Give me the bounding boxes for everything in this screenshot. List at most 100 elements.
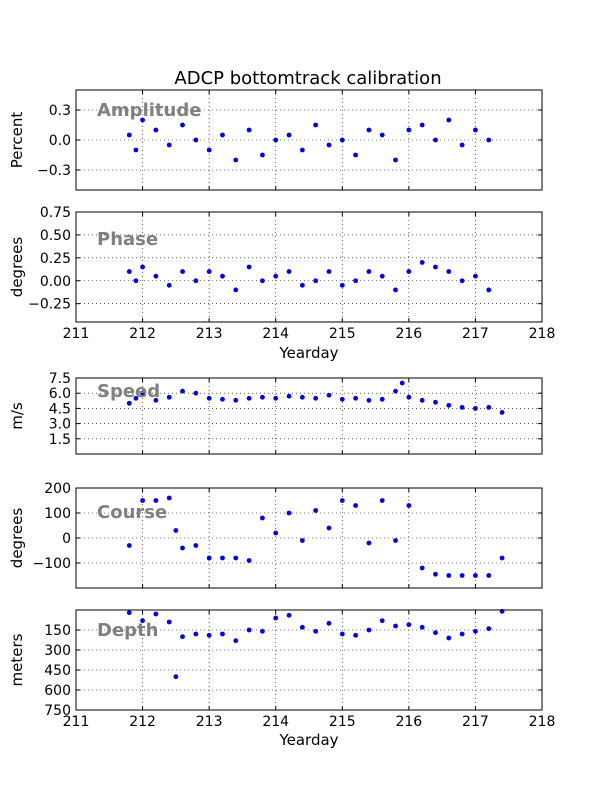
data-point xyxy=(126,543,132,548)
data-point xyxy=(286,612,292,618)
data-point xyxy=(366,269,372,274)
y-tick-label: 750 xyxy=(44,703,71,719)
data-point xyxy=(166,495,172,501)
data-point xyxy=(273,615,279,621)
x-tick-label: 215 xyxy=(329,714,356,730)
x-tick-label: 213 xyxy=(196,714,223,730)
data-point xyxy=(433,137,438,143)
amplitude-points xyxy=(126,117,492,163)
data-point xyxy=(379,396,385,402)
data-point xyxy=(206,555,212,561)
data-point xyxy=(393,157,398,163)
panels: 0.30.0−0.3PercentAmplitude0.750.500.250.… xyxy=(8,89,555,749)
data-point xyxy=(299,538,305,543)
speed-axes-frame xyxy=(75,377,543,455)
y-axis-label: m/s xyxy=(8,402,26,430)
data-point xyxy=(393,287,398,293)
data-point xyxy=(180,122,185,128)
panel-label: Phase xyxy=(97,229,158,250)
data-point xyxy=(273,530,279,536)
data-point xyxy=(459,631,465,637)
y-axis-label: Percent xyxy=(8,112,26,169)
data-point xyxy=(339,498,345,503)
data-point xyxy=(353,503,358,508)
chart-title: ADCP bottomtrack calibration xyxy=(174,68,441,89)
y-tick-label: 4.5 xyxy=(49,401,71,417)
x-tick-label: 214 xyxy=(262,714,289,730)
data-point xyxy=(339,396,345,402)
data-point xyxy=(246,627,252,633)
data-point xyxy=(166,282,172,288)
data-point xyxy=(433,399,438,405)
y-tick-label: 0.75 xyxy=(40,205,71,221)
data-point xyxy=(326,392,332,398)
data-point xyxy=(379,132,385,138)
y-tick-label: 0.0 xyxy=(49,133,71,149)
x-tick-label: 218 xyxy=(529,326,556,342)
data-point xyxy=(180,388,185,394)
data-point xyxy=(473,628,478,634)
data-point xyxy=(419,397,425,403)
data-point xyxy=(180,269,185,274)
data-point xyxy=(133,395,139,401)
amplitude-panel: 0.3 0.0 −0.3 Percent Amplitude xyxy=(8,89,543,191)
data-point xyxy=(206,147,212,153)
data-point xyxy=(220,631,225,637)
data-point xyxy=(459,142,465,148)
data-point xyxy=(193,631,199,637)
data-point xyxy=(486,626,492,632)
data-point xyxy=(153,127,159,133)
data-point xyxy=(366,127,372,133)
x-tick-label: 216 xyxy=(395,326,422,342)
y-tick-label: 100 xyxy=(44,506,71,522)
data-point xyxy=(180,545,185,551)
y-axis-label: degrees xyxy=(8,508,26,569)
data-point xyxy=(206,269,212,274)
data-point xyxy=(446,402,452,408)
data-point xyxy=(140,498,145,503)
panel-label: Depth xyxy=(97,620,158,641)
data-point xyxy=(313,508,319,513)
y-tick-label: 0.50 xyxy=(40,228,71,244)
x-tick-label: 217 xyxy=(462,326,489,342)
panel-label: Amplitude xyxy=(97,100,201,121)
data-point xyxy=(313,395,319,401)
course-panel: 200 100 0 −100 degrees Course xyxy=(8,481,543,589)
x-tick-label: 215 xyxy=(329,326,356,342)
data-point xyxy=(433,630,438,636)
data-point xyxy=(260,628,265,634)
y-tick-label: 0 xyxy=(62,531,71,547)
phase-panel: 0.75 0.50 0.25 0.00 −0.25 211 212 213 214 215 216 2… xyxy=(8,205,555,362)
y-tick-label: −0.25 xyxy=(28,297,71,313)
x-axis-label: Yearday xyxy=(278,344,338,362)
data-point xyxy=(126,400,132,406)
data-point xyxy=(406,127,412,133)
data-point xyxy=(140,390,145,396)
data-point xyxy=(393,538,398,543)
y-tick-label: −0.3 xyxy=(37,163,71,179)
data-point xyxy=(153,498,159,503)
data-point xyxy=(173,674,179,680)
data-point xyxy=(299,624,305,630)
phase-points xyxy=(126,260,492,293)
x-tick-label: 217 xyxy=(462,714,489,730)
data-point xyxy=(486,573,492,578)
data-point xyxy=(366,397,372,403)
data-point xyxy=(473,127,478,133)
data-point xyxy=(193,543,199,548)
data-point xyxy=(126,269,132,274)
data-point xyxy=(140,618,145,624)
x-tick-label: 213 xyxy=(196,326,223,342)
data-point xyxy=(133,147,139,153)
data-point xyxy=(393,388,398,394)
data-point xyxy=(193,137,199,143)
data-point xyxy=(393,623,398,629)
data-point xyxy=(459,404,465,410)
depth-points xyxy=(126,608,505,680)
data-point xyxy=(166,619,172,625)
data-point xyxy=(353,632,358,638)
data-point xyxy=(193,390,199,396)
data-point xyxy=(379,618,385,624)
speed-panel: 7.56.04.53.01.5 m/s Speed xyxy=(8,371,543,455)
